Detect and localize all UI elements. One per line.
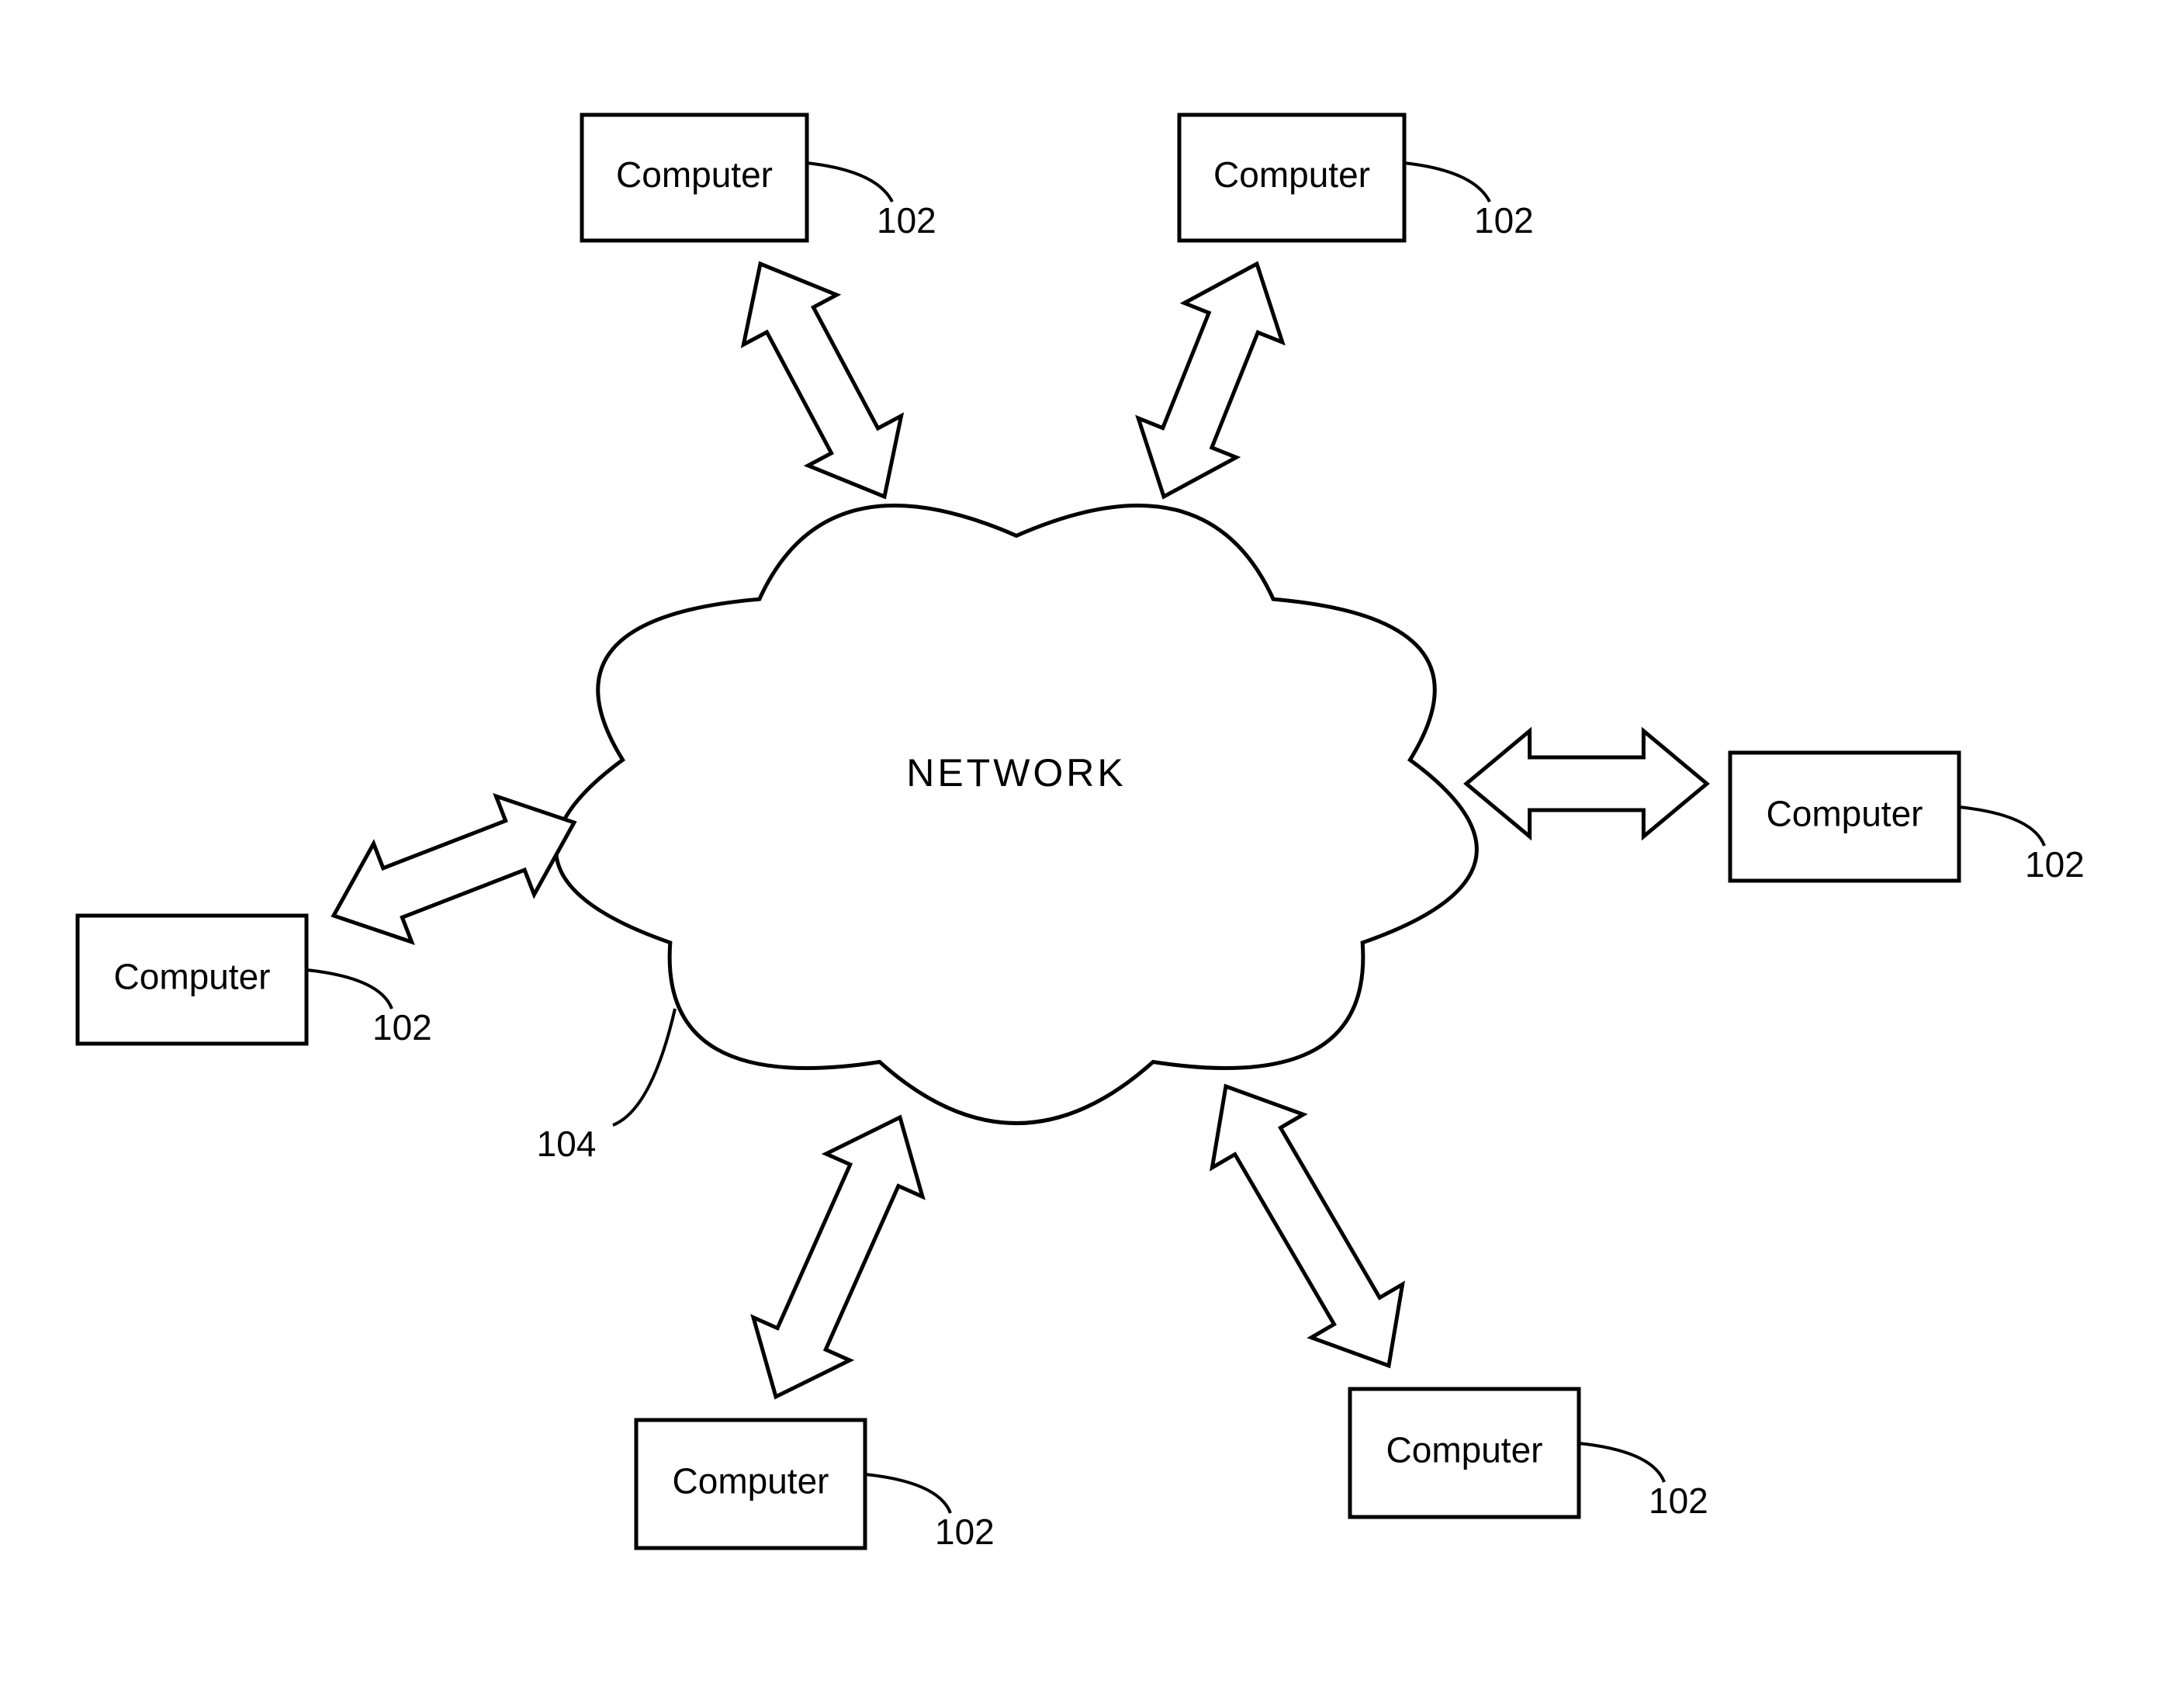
connection-arrow	[753, 1117, 922, 1397]
computer-ref: 102	[877, 200, 936, 241]
computer-leader	[865, 1474, 950, 1513]
network-cloud-ref: 104	[537, 1124, 597, 1164]
network-cloud-label: NETWORK	[906, 751, 1127, 795]
computer-leader	[807, 163, 892, 202]
computer-leader	[306, 970, 392, 1009]
network-cloud-leader	[613, 1009, 675, 1125]
computer-leader	[1579, 1443, 1664, 1482]
computer-node-top-right: Computer 102	[1138, 115, 1534, 497]
computer-label: Computer	[1767, 794, 1923, 834]
computer-ref: 102	[1474, 200, 1534, 241]
connection-arrow	[1212, 1086, 1402, 1366]
computer-node-right: Computer 102	[1466, 731, 2085, 885]
computer-ref: 102	[372, 1007, 432, 1048]
computer-leader	[1959, 807, 2044, 846]
computer-leader	[1404, 163, 1490, 202]
computer-node-bottom-left: Computer 102	[636, 1117, 995, 1552]
computer-label: Computer	[114, 957, 271, 997]
computer-ref: 102	[2025, 844, 2085, 885]
computer-node-bottom-right: Computer 102	[1212, 1086, 1708, 1521]
computer-ref: 102	[935, 1512, 995, 1552]
connection-arrow	[1138, 264, 1282, 497]
connection-arrow	[1466, 731, 1707, 836]
computer-label: Computer	[1386, 1430, 1543, 1470]
computer-label: Computer	[616, 154, 773, 195]
connection-arrow	[743, 264, 901, 497]
computer-node-top-left: Computer 102	[582, 115, 936, 497]
computer-label: Computer	[1213, 154, 1370, 195]
computer-label: Computer	[673, 1461, 829, 1501]
connection-arrow	[334, 796, 574, 942]
computer-ref: 102	[1649, 1481, 1708, 1521]
computer-node-left: Computer 102	[78, 796, 574, 1048]
network-cloud	[556, 505, 1477, 1123]
